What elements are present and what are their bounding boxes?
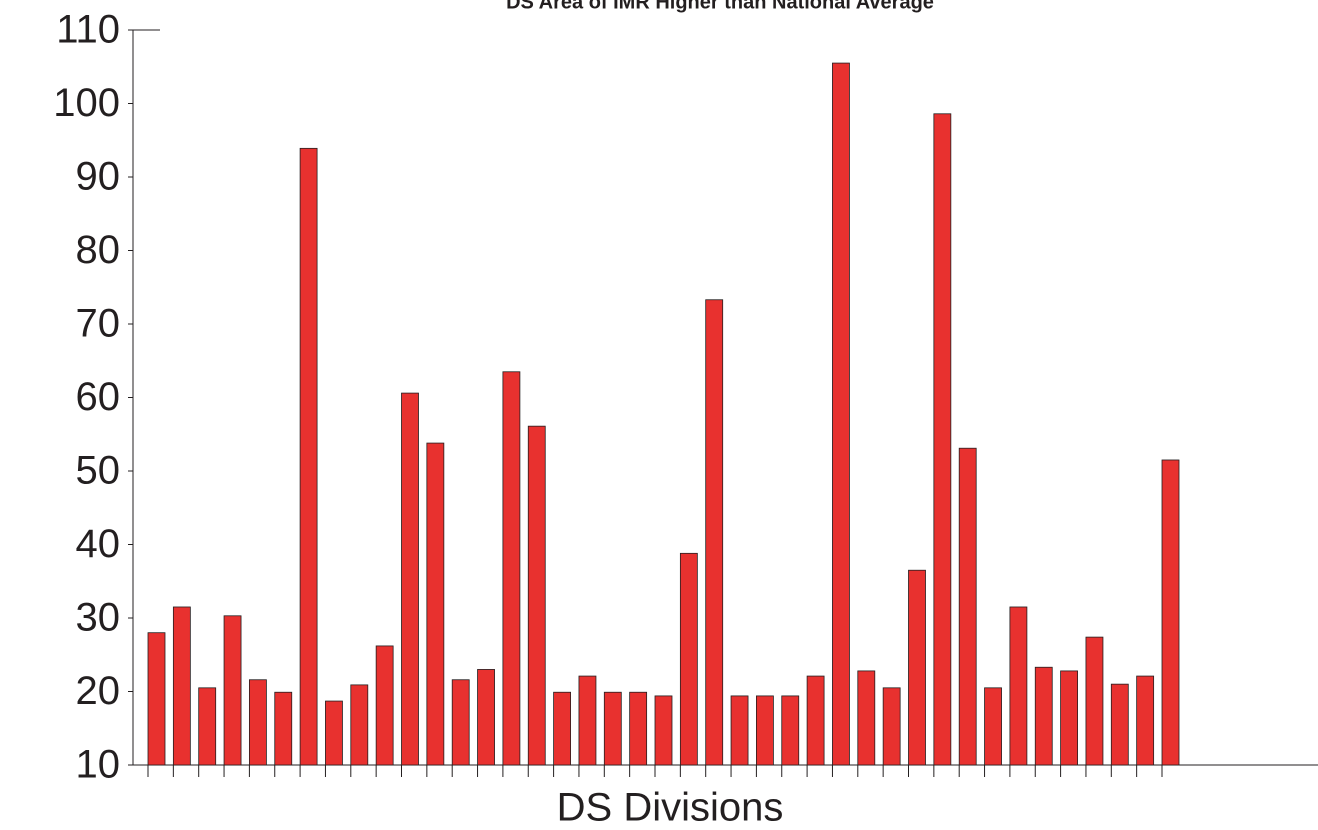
bar xyxy=(401,392,419,766)
bar xyxy=(477,669,495,766)
y-tick-label: 60 xyxy=(76,375,121,419)
y-tick-label: 70 xyxy=(76,302,121,346)
bar xyxy=(325,700,343,766)
bar xyxy=(679,552,698,766)
bar xyxy=(857,670,876,766)
y-tick-label: 90 xyxy=(76,155,121,199)
bar xyxy=(730,695,749,766)
bar xyxy=(578,675,597,766)
y-tick-label: 80 xyxy=(76,228,121,272)
bar xyxy=(426,442,445,766)
y-tick-label: 10 xyxy=(76,743,121,787)
bar xyxy=(147,632,166,766)
bar xyxy=(705,299,724,766)
bar xyxy=(350,684,369,766)
y-tick-label: 30 xyxy=(76,596,121,640)
y-tick-label: 40 xyxy=(76,522,121,566)
x-axis-label: DS Divisions xyxy=(557,786,784,830)
bar xyxy=(553,691,571,766)
bar xyxy=(629,691,648,766)
y-tick-label: 110 xyxy=(56,8,120,52)
bar xyxy=(1161,459,1180,766)
bar xyxy=(882,687,901,766)
bar xyxy=(375,645,394,766)
bar xyxy=(958,447,977,766)
bar xyxy=(274,691,293,766)
y-tick-label: 100 xyxy=(53,81,120,125)
bar xyxy=(1136,675,1155,766)
chart-title: DS Area of IMR Higher than National Aver… xyxy=(506,0,934,13)
bar xyxy=(1060,670,1078,766)
y-tick-label: 50 xyxy=(76,449,121,493)
bar xyxy=(527,425,546,766)
bar xyxy=(933,113,952,766)
bar xyxy=(172,606,191,766)
bar xyxy=(984,687,1002,766)
bar xyxy=(502,371,521,766)
bar xyxy=(1110,683,1129,766)
bar xyxy=(806,675,825,766)
y-tick-label: 20 xyxy=(76,669,121,713)
bar xyxy=(756,695,774,766)
bar xyxy=(223,615,242,766)
bar xyxy=(654,695,673,766)
bar xyxy=(1034,666,1053,766)
bar xyxy=(1009,606,1028,766)
bar xyxy=(1085,636,1104,766)
bar xyxy=(198,687,217,766)
bar xyxy=(603,691,622,766)
bar xyxy=(832,62,850,766)
bar xyxy=(299,147,318,766)
bar xyxy=(908,569,926,766)
bar xyxy=(248,679,267,766)
bar xyxy=(451,679,470,766)
bar xyxy=(781,695,800,766)
